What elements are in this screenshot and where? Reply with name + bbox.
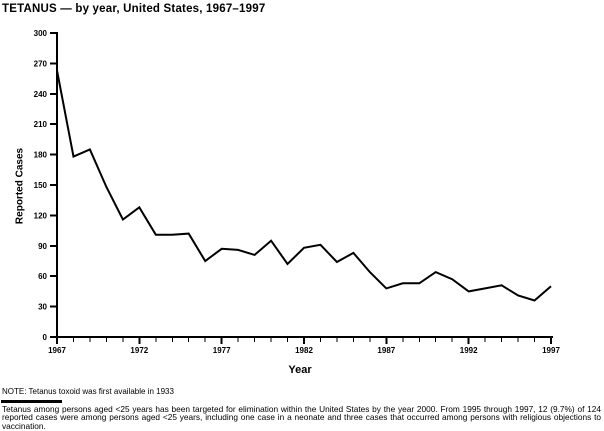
x-tick-label: 1997 — [542, 346, 560, 355]
y-tick-label: 90 — [38, 242, 47, 251]
chart-title: TETANUS — by year, United States, 1967–1… — [2, 3, 266, 15]
x-tick-label: 1977 — [213, 346, 231, 355]
tetanus-line-chart: 0 30 60 90 120 150 180 210 240 270 300 1967 1972 1977… — [34, 29, 561, 355]
x-tick-label: 1967 — [48, 346, 66, 355]
note-text: NOTE: Tetanus toxoid was first available… — [2, 387, 174, 396]
y-tick-label: 270 — [34, 59, 48, 68]
y-ticks: 0 30 60 90 120 150 180 210 240 270 300 — [34, 29, 56, 342]
x-tick-label: 1972 — [130, 346, 148, 355]
y-tick-label: 0 — [43, 333, 48, 342]
data-line-reported-cases — [56, 70, 552, 302]
y-tick-label: 120 — [34, 211, 48, 220]
y-tick-label: 60 — [38, 272, 47, 281]
x-tick-label: 1992 — [460, 346, 478, 355]
x-ticks: 1967 1972 1977 1982 1987 1992 1997 — [48, 338, 560, 355]
x-axis-title: Year — [288, 364, 312, 376]
y-tick-label: 240 — [34, 90, 48, 99]
y-tick-label: 150 — [34, 181, 48, 190]
x-tick-label: 1987 — [377, 346, 395, 355]
footnote-text: Tetanus among persons aged <25 years has… — [2, 404, 601, 431]
y-tick-label: 210 — [34, 120, 48, 129]
axes — [56, 32, 553, 338]
x-tick-label: 1982 — [295, 346, 313, 355]
footnote-divider — [1, 400, 62, 403]
y-tick-label: 300 — [34, 29, 48, 38]
y-tick-label: 180 — [34, 151, 48, 160]
y-tick-label: 30 — [38, 303, 47, 312]
